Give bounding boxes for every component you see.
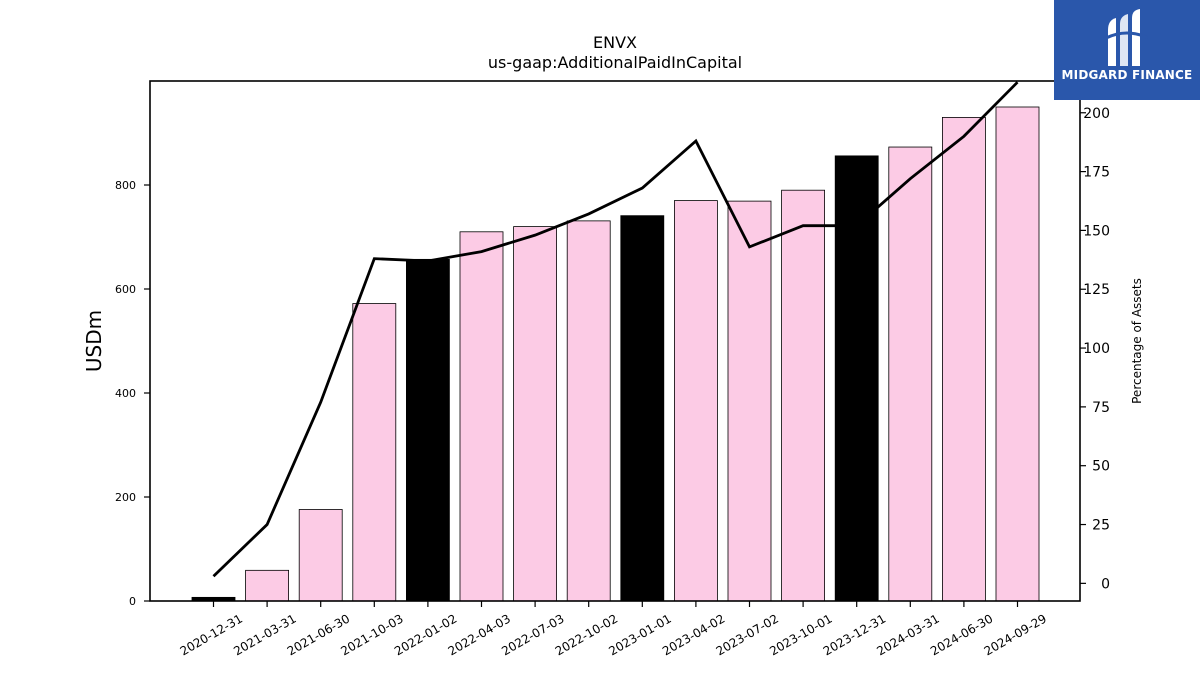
bar-2022-07-03 (513, 226, 557, 602)
left-axis: 0 200 400 600 800 (115, 179, 150, 608)
bar-2023-12-31 (834, 155, 879, 602)
bar-2021-10-03 (352, 303, 397, 602)
bar-2024-09-29 (995, 106, 1040, 602)
y2-tick-label: 50 (1092, 459, 1110, 475)
bar-2021-06-30 (298, 509, 343, 602)
y-tick-label: 200 (115, 491, 136, 504)
y-tick-label: 800 (115, 179, 136, 192)
bar-2022-10-02 (566, 220, 611, 602)
y2-tick-label: 0 (1101, 576, 1110, 592)
chart-title: ENVX (593, 33, 637, 52)
bar-2023-10-01 (781, 189, 825, 602)
y2-tick-label: 75 (1092, 400, 1110, 416)
y2-tick-label: 175 (1083, 165, 1110, 181)
bar-2024-03-31 (888, 146, 933, 602)
line-layer (212, 81, 1019, 578)
bars-layer (191, 106, 1040, 602)
y2-tick-label: 100 (1083, 341, 1110, 357)
y-axis-label: USDm (82, 310, 106, 372)
y-tick-label: 600 (115, 283, 136, 296)
bar-2021-03-31 (245, 569, 290, 602)
y2-tick-label: 150 (1083, 223, 1110, 239)
y2-tick-label: 25 (1092, 518, 1110, 534)
chart-subtitle: us-gaap:AdditionalPaidInCapital (488, 53, 742, 72)
bar-2023-01-01 (620, 215, 665, 602)
right-axis: 0 25 50 75 100 125 150 175 200 (1080, 106, 1110, 592)
y-tick-label: 0 (129, 595, 136, 608)
plot-frame (149, 80, 1081, 602)
y2-axis-label: Percentage of Assets (1130, 278, 1144, 404)
logo-text: MIDGARD FINANCE (1061, 68, 1193, 82)
y2-tick-label: 200 (1083, 106, 1110, 122)
midgard-logo-icon (1105, 9, 1149, 66)
y-tick-label: 400 (115, 387, 136, 400)
bar-2022-01-02 (405, 258, 450, 602)
percentage-line (212, 81, 1019, 578)
bar-2022-04-03 (459, 231, 504, 602)
bar-2024-06-30 (942, 117, 986, 602)
bar-2023-07-02 (727, 200, 772, 602)
bar-2023-04-02 (674, 200, 718, 602)
bottom-axis: 2020-12-312021-03-312021-06-302021-10-03… (178, 601, 1049, 658)
y2-tick-label: 125 (1083, 282, 1110, 298)
midgard-finance-logo: MIDGARD FINANCE (1054, 0, 1200, 100)
